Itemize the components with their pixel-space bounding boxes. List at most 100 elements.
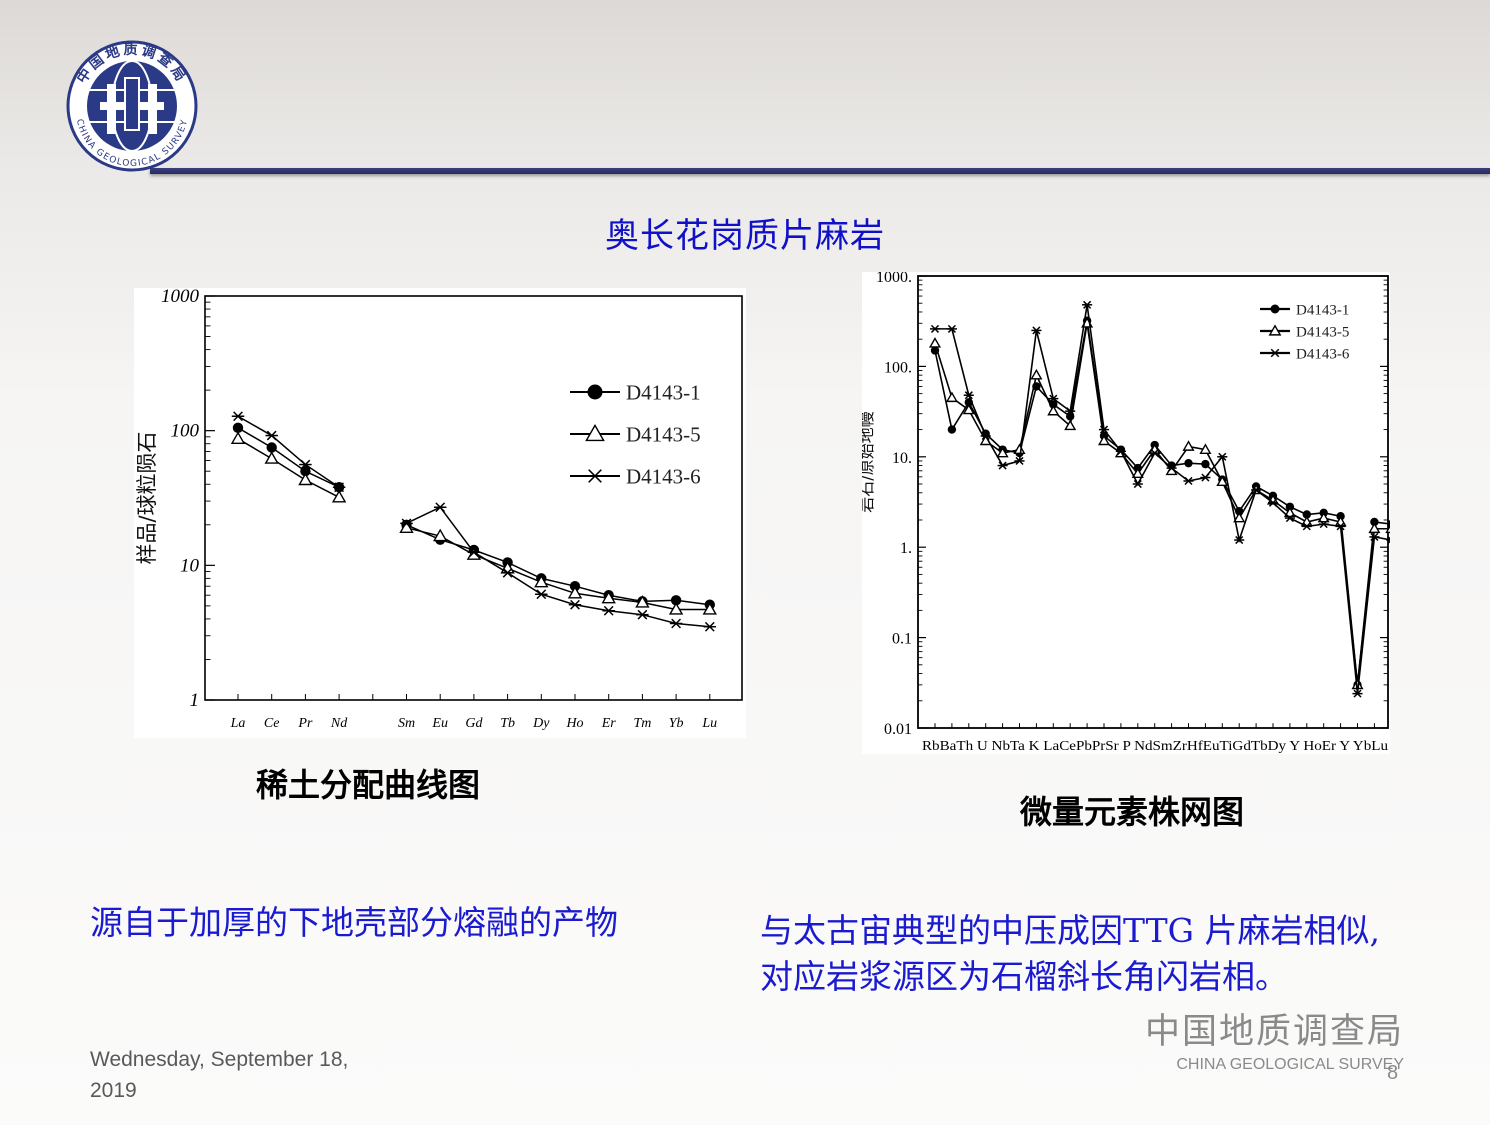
footer-org-en: CHINA GEOLOGICAL SURVEY (1176, 1056, 1404, 1073)
series-line-D4143-1 (237, 427, 340, 488)
data-point-D4143-5 (1233, 511, 1246, 523)
series-line-D4143-1 (934, 320, 1390, 685)
data-point-D4143-1 (1370, 517, 1379, 527)
data-point-D4143-5 (1030, 368, 1043, 380)
data-point-D4143-6 (1183, 476, 1194, 486)
data-point-D4143-5 (1097, 434, 1111, 446)
x-tick-label: Ce (264, 716, 280, 731)
legend-label-D4143-6: D4143-6 (1296, 346, 1350, 362)
y-tick-label: 1000 (161, 288, 200, 307)
data-point-D4143-6 (997, 461, 1008, 470)
legend-marker-D4143-5 (1268, 324, 1282, 336)
data-point-D4143-5 (1385, 524, 1390, 534)
data-point-D4143-5 (996, 446, 1009, 458)
x-tick-label: Nd (330, 716, 348, 731)
x-tick-label: Sm (398, 716, 415, 731)
data-point-D4143-6 (1031, 326, 1042, 335)
data-point-D4143-5 (1216, 475, 1229, 487)
data-point-D4143-6 (1082, 300, 1093, 309)
data-point-D4143-6 (1014, 456, 1025, 465)
legend-marker-D4143-1 (1270, 304, 1280, 314)
y-axis-label: 岩石/原始地幔 (862, 411, 876, 512)
series-line-D4143-6 (406, 506, 710, 628)
data-point-D4143-6 (1335, 522, 1346, 531)
data-point-D4143-6 (1200, 473, 1211, 482)
data-point-D4143-6 (1065, 407, 1076, 416)
note-left: 源自于加厚的下地壳部分熔融的产物 (90, 903, 618, 942)
data-point-D4143-6 (1284, 514, 1295, 523)
x-tick-label: Lu (701, 716, 717, 731)
ree-pattern-chart-svg: 1 10 100 1000 La Ce Pr Nd Sm Eu Gd Tb Dy Ho Er Tm Yb Lu 样品… (135, 288, 743, 731)
data-point-D4143-6 (501, 567, 514, 578)
caption-spider-chart: 微量元素株网图 (1020, 793, 1245, 831)
data-point-D4143-5 (1064, 419, 1077, 431)
series-line-D4143-1 (406, 524, 710, 606)
data-point-D4143-1 (266, 442, 277, 453)
plot-frame (917, 275, 1389, 729)
data-point-D4143-6 (636, 609, 649, 620)
x-tick-labels: RbBaTh U NbTa K LaCePbPrSr P NdSmZrHfEuT… (922, 739, 1388, 754)
data-point-D4143-5 (928, 337, 942, 348)
y-tick-label: 10. (892, 450, 912, 467)
data-point-D4143-5 (1182, 440, 1195, 451)
data-point-D4143-1 (300, 466, 311, 477)
data-point-D4143-5 (702, 602, 717, 615)
y-tick-label: 100. (884, 359, 912, 376)
data-point-D4143-5 (331, 489, 347, 503)
data-point-D4143-6 (1149, 448, 1160, 458)
data-point-D4143-6 (929, 324, 941, 333)
data-point-D4143-6 (963, 391, 974, 400)
data-point-D4143-6 (1251, 485, 1262, 494)
data-point-D4143-6 (1352, 689, 1363, 698)
data-point-D4143-6 (332, 482, 346, 493)
data-point-D4143-5 (264, 451, 279, 464)
data-point-D4143-5 (1317, 511, 1330, 523)
data-point-D4143-5 (1131, 467, 1144, 479)
ree-pattern-chart: 1 10 100 1000 La Ce Pr Nd Sm Eu Gd Tb Dy Ho Er Tm Yb Lu 样品… (134, 288, 746, 738)
trace-element-spider-chart-svg: 0.01 0.1 1. 10. 100. 1000. RbBaTh U NbTa K LaC… (862, 272, 1390, 754)
data-point-D4143-6 (1318, 520, 1329, 529)
data-point-D4143-1 (670, 595, 682, 606)
data-point-D4143-5 (945, 391, 958, 403)
data-point-D4143-6 (980, 431, 991, 441)
data-point-D4143-6 (467, 547, 481, 558)
series-line-D4143-6 (237, 415, 340, 488)
data-point-D4143-5 (567, 585, 583, 599)
footer-date: Wednesday, September 18, 2019 (90, 1044, 390, 1106)
note-right-line2: 对应岩浆源区为石榴斜长角闪岩相。 (760, 957, 1288, 996)
legend-label-D4143-1: D4143-1 (1296, 302, 1349, 318)
data-point-D4143-6 (946, 324, 957, 333)
data-point-D4143-6 (1166, 464, 1177, 473)
x-tick-label: Pr (297, 716, 313, 731)
series-line-D4143-6 (935, 304, 1390, 694)
data-point-D4143-6 (1301, 522, 1312, 531)
footer-organization: 中国地质调查局 CHINA GEOLOGICAL SURVEY (1145, 1003, 1404, 1074)
legend-marker-D4143-6 (586, 469, 604, 483)
data-point-D4143-1 (947, 425, 957, 434)
legend-marker-D4143-5 (585, 423, 605, 442)
page-number: 8 (1387, 1062, 1399, 1084)
y-tick-label: 0.1 (892, 631, 912, 648)
china-geological-survey-logo: 中国地质调查局 CHINA GEOLOGICAL SURVEY (62, 40, 202, 175)
x-tick-label: Ho (565, 716, 583, 731)
data-point-D4143-5 (230, 431, 246, 444)
data-point-D4143-5 (635, 595, 650, 608)
legend-label-D4143-5: D4143-5 (626, 423, 701, 447)
data-point-D4143-5 (534, 574, 549, 588)
legend-label-D4143-1: D4143-1 (626, 381, 701, 405)
footer-org-zh: 中国地质调查局 (1144, 1012, 1404, 1052)
data-point-D4143-5 (962, 403, 975, 415)
data-point-D4143-5 (1283, 506, 1296, 518)
y-tick-label: 0.01 (884, 721, 912, 738)
data-point-D4143-6 (535, 589, 548, 600)
data-point-D4143-5 (1047, 404, 1060, 416)
data-point-D4143-5 (1199, 443, 1212, 454)
data-point-D4143-6 (265, 430, 278, 441)
data-point-D4143-6 (400, 518, 413, 529)
x-tick-label: Tb (500, 716, 515, 731)
data-point-D4143-6 (568, 599, 582, 610)
data-point-D4143-5 (1013, 443, 1026, 454)
data-point-D4143-6 (1132, 479, 1143, 489)
legend-label-D4143-5: D4143-5 (1296, 324, 1349, 340)
y-tick-label: 1. (900, 540, 912, 557)
